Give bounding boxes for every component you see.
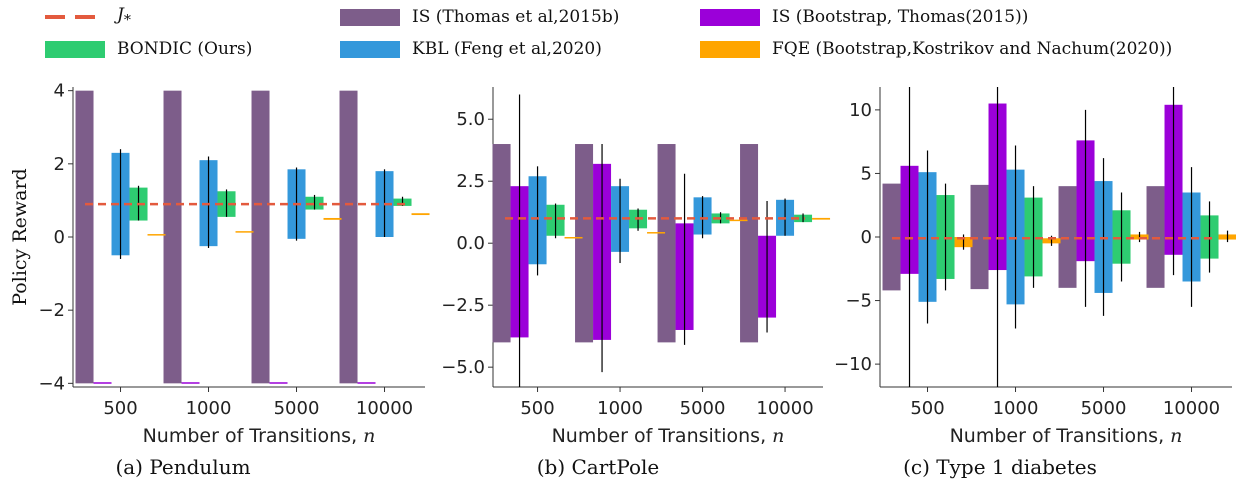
bar xyxy=(729,219,748,222)
x-axis-title: Number of Transitions, n xyxy=(143,425,376,447)
x-tick-label: 10000 xyxy=(356,398,413,419)
bar xyxy=(647,232,666,234)
bar xyxy=(1058,186,1077,288)
y-tick-label: 5.0 xyxy=(456,109,485,130)
y-tick-label: −5.0 xyxy=(441,357,485,378)
y-tick-label: 0 xyxy=(54,227,65,248)
x-tick-label: 5000 xyxy=(680,398,726,419)
y-tick-label: 2 xyxy=(54,154,65,175)
x-tick-label: 1000 xyxy=(186,398,232,419)
x-tick-label: 500 xyxy=(910,398,944,419)
y-tick-label: 5 xyxy=(861,163,872,184)
bar xyxy=(251,90,270,384)
y-axis-title: Policy Reward xyxy=(9,168,31,305)
bar xyxy=(181,382,200,384)
legend-swatch xyxy=(45,40,105,58)
bar xyxy=(357,382,376,384)
y-tick-label: 4 xyxy=(54,81,65,102)
legend-swatch xyxy=(45,15,105,19)
legend-item: BONDIC (Ours) xyxy=(45,38,252,60)
bar xyxy=(323,217,342,220)
legend: J* BONDIC (Ours) IS (Thomas et al,2015b) KB… xyxy=(0,0,1236,70)
legend-label: IS (Bootstrap, Thomas(2015)) xyxy=(772,7,1029,27)
legend-label: J* xyxy=(117,5,131,29)
bar xyxy=(235,231,254,233)
y-tick-label: −5 xyxy=(845,291,872,312)
x-tick-label: 10000 xyxy=(756,398,813,419)
x-axis-title: Number of Transitions, n xyxy=(552,425,785,447)
x-axis-title: Number of Transitions, n xyxy=(950,425,1183,447)
x-tick-label: 1000 xyxy=(597,398,643,419)
bar xyxy=(163,90,182,384)
legend-item: FQE (Bootstrap,Kostrikov and Nachum(2020… xyxy=(700,38,1172,60)
x-tick-label: 10000 xyxy=(1163,398,1220,419)
y-tick-label: −10 xyxy=(834,354,872,375)
legend-item: J* xyxy=(45,5,131,29)
x-tick-label: 500 xyxy=(103,398,137,419)
bar xyxy=(575,144,594,343)
bar xyxy=(339,90,358,384)
legend-item: IS (Bootstrap, Thomas(2015)) xyxy=(700,6,1028,28)
chart-caption: (b) CartPole xyxy=(537,455,660,479)
x-tick-label: 5000 xyxy=(1081,398,1127,419)
y-tick-label: 0 xyxy=(861,227,872,248)
bar xyxy=(147,234,166,236)
legend-item: KBL (Feng et al,2020) xyxy=(340,38,602,60)
x-tick-label: 5000 xyxy=(274,398,320,419)
legend-label: IS (Thomas et al,2015b) xyxy=(412,7,620,27)
chart-caption: (a) Pendulum xyxy=(115,455,250,479)
y-tick-label: 2.5 xyxy=(456,171,485,192)
legend-swatch xyxy=(700,8,760,26)
y-tick-label: −4 xyxy=(38,373,65,394)
bar xyxy=(93,382,112,384)
bar xyxy=(812,217,831,220)
y-tick-label: 0.0 xyxy=(456,233,485,254)
y-tick-label: 10 xyxy=(849,100,872,121)
legend-item: IS (Thomas et al,2015b) xyxy=(340,6,619,28)
legend-swatch xyxy=(700,40,760,58)
bar xyxy=(740,144,759,343)
bar xyxy=(564,237,583,239)
legend-label: BONDIC (Ours) xyxy=(117,39,253,59)
bar xyxy=(657,144,676,343)
x-tick-label: 1000 xyxy=(993,398,1039,419)
legend-label: KBL (Feng et al,2020) xyxy=(412,39,602,59)
bar xyxy=(970,184,989,290)
bar xyxy=(411,213,430,216)
chart-caption: (c) Type 1 diabetes xyxy=(903,455,1097,479)
bar xyxy=(1146,186,1165,288)
chart-panel: −5.0 −2.5 0.0 2.5 5.0 500 1000 5000 10000 Number … xyxy=(441,87,831,479)
y-tick-label: −2 xyxy=(38,300,65,321)
chart-panel: −4 −2 0 2 4 500 1000 5000 10000 Number of Transit… xyxy=(38,81,430,479)
bar xyxy=(492,144,511,343)
bar xyxy=(269,382,288,384)
legend-label: FQE (Bootstrap,Kostrikov and Nachum(2020… xyxy=(772,39,1173,59)
bar xyxy=(75,90,94,384)
legend-swatch xyxy=(340,40,400,58)
chart-panel: −10 −5 0 5 10 500 1000 5000 10000 Number of Trans… xyxy=(834,87,1236,479)
x-tick-label: 500 xyxy=(520,398,554,419)
legend-swatch xyxy=(340,8,400,26)
y-tick-label: −2.5 xyxy=(441,295,485,316)
bar xyxy=(882,183,901,291)
